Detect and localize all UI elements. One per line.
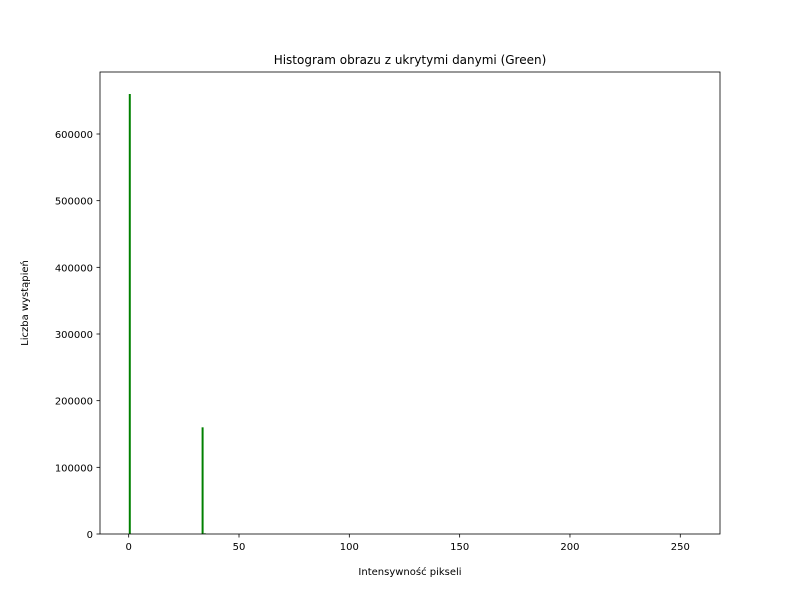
x-tick-label: 50 bbox=[233, 542, 246, 553]
y-tick-label: 100000 bbox=[55, 463, 93, 474]
y-tick-label: 500000 bbox=[55, 197, 93, 208]
chart-title: Histogram obrazu z ukrytymi danymi (Gree… bbox=[274, 53, 547, 67]
x-tick-label: 250 bbox=[671, 542, 690, 553]
y-axis-ticks: 0 100000 200000 300000 400000 500000 600000 bbox=[55, 130, 100, 541]
x-tick-label: 200 bbox=[560, 542, 579, 553]
y-tick-label: 300000 bbox=[55, 330, 93, 341]
histogram-bar-0 bbox=[128, 94, 131, 534]
y-axis-label: Liczba wystąpień bbox=[19, 260, 31, 346]
y-tick-label: 400000 bbox=[55, 263, 93, 274]
x-tick-label: 150 bbox=[450, 542, 469, 553]
x-axis-ticks: 0 50 100 150 200 250 bbox=[125, 534, 690, 553]
y-tick-label: 0 bbox=[87, 530, 93, 541]
x-tick-label: 100 bbox=[340, 542, 359, 553]
plot-frame bbox=[99, 71, 721, 535]
y-tick-label: 200000 bbox=[55, 397, 93, 408]
y-tick-label: 600000 bbox=[55, 130, 93, 141]
histogram-bar-1 bbox=[201, 427, 204, 534]
x-tick-label: 0 bbox=[125, 542, 131, 553]
x-axis-label: Intensywność pikseli bbox=[358, 566, 461, 578]
